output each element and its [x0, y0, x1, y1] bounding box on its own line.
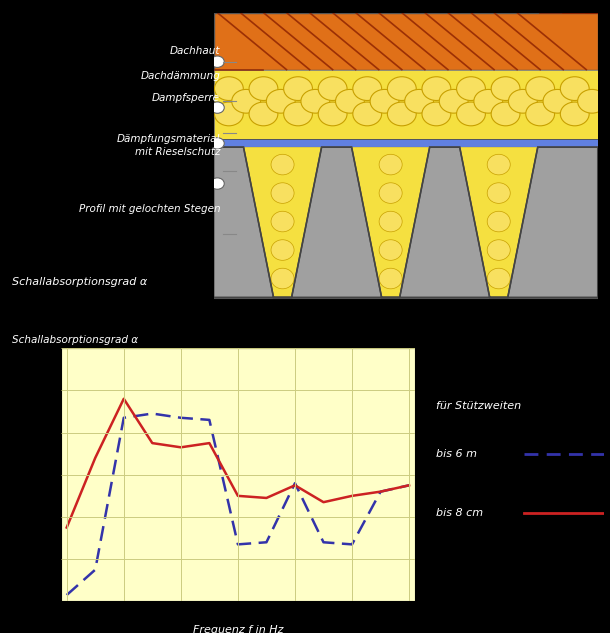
Ellipse shape — [439, 89, 468, 113]
Ellipse shape — [379, 211, 402, 232]
Ellipse shape — [215, 102, 243, 126]
Ellipse shape — [487, 240, 510, 260]
Text: Schallabsorptionsgrad α: Schallabsorptionsgrad α — [12, 335, 138, 346]
X-axis label: Frequenz f in Hz: Frequenz f in Hz — [193, 625, 283, 633]
Ellipse shape — [379, 240, 402, 260]
Polygon shape — [460, 147, 538, 298]
Ellipse shape — [456, 102, 486, 126]
Circle shape — [210, 56, 224, 67]
Text: Dampfsperre: Dampfsperre — [152, 93, 220, 103]
Ellipse shape — [379, 183, 402, 203]
Ellipse shape — [387, 77, 416, 101]
Circle shape — [210, 178, 224, 189]
Ellipse shape — [271, 268, 294, 289]
Ellipse shape — [487, 154, 510, 175]
Ellipse shape — [379, 268, 402, 289]
FancyBboxPatch shape — [214, 147, 598, 298]
FancyBboxPatch shape — [214, 139, 598, 147]
Text: bis 6 m: bis 6 m — [436, 449, 477, 459]
Ellipse shape — [578, 89, 606, 113]
Ellipse shape — [526, 77, 554, 101]
Ellipse shape — [561, 77, 589, 101]
Ellipse shape — [249, 77, 278, 101]
Ellipse shape — [487, 268, 510, 289]
Ellipse shape — [387, 102, 416, 126]
Ellipse shape — [267, 89, 295, 113]
Ellipse shape — [561, 102, 589, 126]
Ellipse shape — [422, 102, 451, 126]
Ellipse shape — [318, 102, 347, 126]
Ellipse shape — [526, 102, 554, 126]
Text: Profil mit gelochten Stegen: Profil mit gelochten Stegen — [79, 204, 220, 214]
FancyBboxPatch shape — [214, 70, 598, 139]
Ellipse shape — [271, 240, 294, 260]
Polygon shape — [351, 147, 429, 298]
Ellipse shape — [232, 89, 260, 113]
Ellipse shape — [284, 77, 312, 101]
Text: für Stützweiten: für Stützweiten — [436, 401, 521, 411]
Ellipse shape — [543, 89, 572, 113]
Ellipse shape — [271, 183, 294, 203]
Circle shape — [210, 102, 224, 113]
Ellipse shape — [487, 183, 510, 203]
Ellipse shape — [353, 102, 382, 126]
Ellipse shape — [271, 154, 294, 175]
Ellipse shape — [474, 89, 503, 113]
Text: Dachdämmung: Dachdämmung — [140, 71, 220, 81]
Text: Schallabsorptionsgrad α: Schallabsorptionsgrad α — [12, 277, 147, 287]
Polygon shape — [214, 147, 598, 298]
Circle shape — [210, 138, 224, 149]
Text: Dämpfungsmaterial
mit Rieselschutz: Dämpfungsmaterial mit Rieselschutz — [117, 134, 220, 157]
Ellipse shape — [379, 154, 402, 175]
Ellipse shape — [249, 102, 278, 126]
Ellipse shape — [491, 77, 520, 101]
Ellipse shape — [336, 89, 364, 113]
Ellipse shape — [284, 102, 312, 126]
Ellipse shape — [491, 102, 520, 126]
Ellipse shape — [215, 77, 243, 101]
Ellipse shape — [456, 77, 486, 101]
Ellipse shape — [422, 77, 451, 101]
Ellipse shape — [509, 89, 537, 113]
FancyBboxPatch shape — [214, 13, 598, 70]
Ellipse shape — [370, 89, 399, 113]
Ellipse shape — [487, 211, 510, 232]
Polygon shape — [243, 147, 321, 298]
Ellipse shape — [271, 211, 294, 232]
Ellipse shape — [318, 77, 347, 101]
Ellipse shape — [301, 89, 330, 113]
Ellipse shape — [353, 77, 382, 101]
Text: bis 8 cm: bis 8 cm — [436, 508, 483, 518]
Text: Dachhaut: Dachhaut — [170, 46, 220, 56]
Ellipse shape — [404, 89, 434, 113]
